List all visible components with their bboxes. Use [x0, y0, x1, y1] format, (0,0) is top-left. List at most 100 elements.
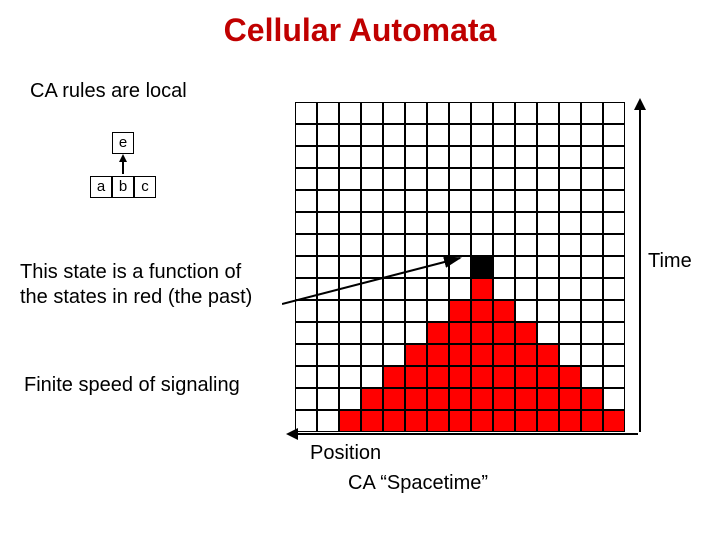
- grid-cell: [427, 190, 449, 212]
- grid-cell: [427, 278, 449, 300]
- grid-cell: [317, 168, 339, 190]
- grid-cell: [361, 278, 383, 300]
- position-axis-arrow-icon: [286, 426, 642, 442]
- grid-cell: [515, 366, 537, 388]
- grid-cell: [449, 344, 471, 366]
- grid-cell: [427, 102, 449, 124]
- grid-cell: [405, 102, 427, 124]
- grid-cell: [515, 146, 537, 168]
- grid-cell: [295, 300, 317, 322]
- spacetime-label: CA “Spacetime”: [348, 472, 488, 495]
- grid-cell: [383, 388, 405, 410]
- grid-cell: [295, 256, 317, 278]
- grid-cell: [603, 102, 625, 124]
- grid-cell: [361, 168, 383, 190]
- grid-cell: [493, 212, 515, 234]
- grid-cell: [581, 322, 603, 344]
- grid-cell: [361, 102, 383, 124]
- grid-cell: [339, 212, 361, 234]
- grid-cell: [339, 256, 361, 278]
- grid-cell: [405, 212, 427, 234]
- grid-cell: [361, 234, 383, 256]
- grid-cell: [317, 190, 339, 212]
- grid-cell: [581, 102, 603, 124]
- grid-cell: [361, 256, 383, 278]
- grid-cell: [317, 300, 339, 322]
- grid-cell: [361, 344, 383, 366]
- grid-cell: [449, 168, 471, 190]
- grid-cell: [559, 102, 581, 124]
- grid-cell: [581, 300, 603, 322]
- grid-cell: [537, 256, 559, 278]
- grid-cell: [427, 388, 449, 410]
- grid-cell: [603, 256, 625, 278]
- grid-cell: [537, 190, 559, 212]
- grid-cell: [515, 212, 537, 234]
- grid-cell: [295, 124, 317, 146]
- page-title: Cellular Automata: [0, 12, 720, 49]
- grid-cell: [603, 278, 625, 300]
- state-function-line2: the states in red (the past): [20, 285, 252, 310]
- grid-cell: [449, 278, 471, 300]
- grid-cell: [493, 300, 515, 322]
- grid-cell: [295, 344, 317, 366]
- grid-cell: [537, 124, 559, 146]
- grid-cell: [317, 344, 339, 366]
- grid-cell: [603, 234, 625, 256]
- grid-cell: [471, 256, 493, 278]
- grid-cell: [471, 322, 493, 344]
- grid-cell: [581, 234, 603, 256]
- grid-cell: [493, 322, 515, 344]
- grid-cell: [559, 278, 581, 300]
- grid-cell: [405, 344, 427, 366]
- grid-cell: [339, 102, 361, 124]
- grid-cell: [383, 190, 405, 212]
- grid-cell: [339, 168, 361, 190]
- grid-cell: [405, 146, 427, 168]
- grid-cell: [449, 234, 471, 256]
- grid-cell: [427, 344, 449, 366]
- grid-cell: [339, 146, 361, 168]
- grid-cell: [339, 366, 361, 388]
- grid-cell: [559, 190, 581, 212]
- grid-cell: [339, 234, 361, 256]
- grid-cell: [317, 388, 339, 410]
- grid-cell: [493, 234, 515, 256]
- grid-cell: [383, 366, 405, 388]
- grid-cell: [493, 344, 515, 366]
- grid-cell: [317, 146, 339, 168]
- grid-cell: [383, 300, 405, 322]
- grid-cell: [537, 388, 559, 410]
- grid-cell: [295, 212, 317, 234]
- grid-cell: [559, 366, 581, 388]
- grid-cell: [471, 168, 493, 190]
- grid-cell: [317, 278, 339, 300]
- grid-cell: [537, 234, 559, 256]
- grid-cell: [581, 146, 603, 168]
- grid-cell: [559, 300, 581, 322]
- grid-cell: [471, 124, 493, 146]
- grid-cell: [581, 168, 603, 190]
- grid-cell: [295, 102, 317, 124]
- grid-cell: [559, 234, 581, 256]
- grid-cell: [537, 168, 559, 190]
- grid-cell: [361, 124, 383, 146]
- grid-cell: [427, 212, 449, 234]
- grid-cell: [449, 322, 471, 344]
- grid-cell: [515, 300, 537, 322]
- grid-cell: [339, 300, 361, 322]
- grid-cell: [471, 278, 493, 300]
- grid-cell: [537, 300, 559, 322]
- grid-cell: [603, 344, 625, 366]
- grid-cell: [603, 146, 625, 168]
- grid-cell: [515, 190, 537, 212]
- grid-cell: [581, 366, 603, 388]
- grid-cell: [383, 234, 405, 256]
- grid-cell: [493, 168, 515, 190]
- grid-cell: [405, 366, 427, 388]
- time-axis-arrow-icon: [632, 98, 648, 434]
- grid-cell: [317, 256, 339, 278]
- grid-cell: [361, 366, 383, 388]
- grid-cell: [361, 212, 383, 234]
- finite-speed-text: Finite speed of signaling: [24, 374, 240, 397]
